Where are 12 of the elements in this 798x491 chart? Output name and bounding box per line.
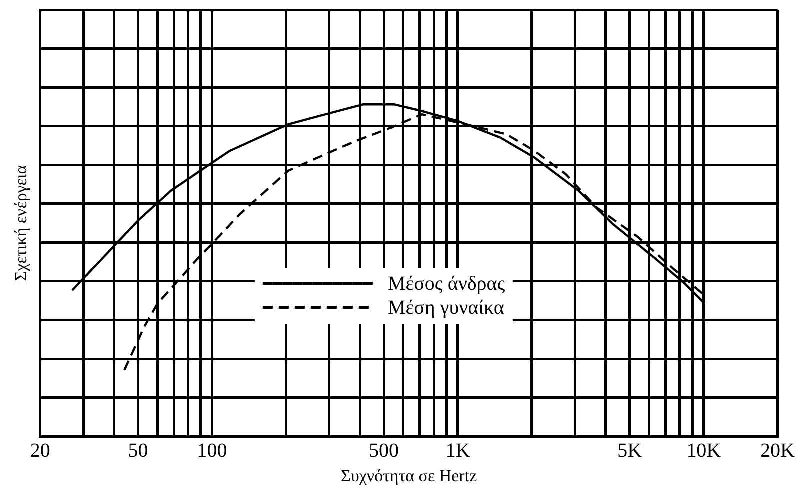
x-tick-label: 5K — [618, 440, 643, 462]
x-tick-label: 20 — [30, 440, 50, 462]
x-tick-label: 50 — [128, 440, 148, 462]
x-tick-label: 20K — [760, 440, 796, 462]
legend-label: Μέσος άνδρας — [388, 272, 506, 296]
x-tick-label: 1K — [446, 440, 471, 462]
y-axis-title: Σχετική ενέργεια — [12, 165, 31, 282]
x-tick-label: 100 — [197, 440, 228, 462]
x-tick-label: 500 — [369, 440, 400, 462]
legend-label: Μέση γυναίκα — [388, 296, 504, 320]
x-tick-label: 10K — [686, 440, 722, 462]
x-axis-title: Συχνότητα σε Hertz — [341, 466, 478, 486]
